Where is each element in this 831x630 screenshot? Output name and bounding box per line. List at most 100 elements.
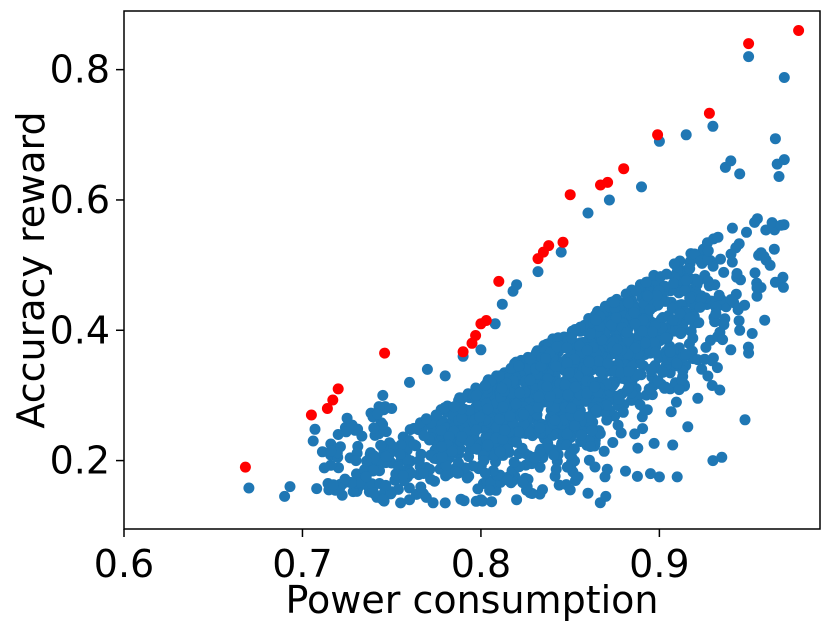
cloud-point <box>684 263 696 275</box>
cloud-point <box>413 455 425 466</box>
cloud-point <box>534 461 546 473</box>
cloud-point <box>561 357 573 369</box>
cloud-point <box>368 422 380 434</box>
cloud-point <box>695 292 707 304</box>
cloud-point <box>499 424 511 436</box>
cloud-point <box>590 404 602 416</box>
cloud-point <box>474 411 486 423</box>
x-axis-label: Power consumption <box>285 578 658 622</box>
cloud-point <box>243 482 255 494</box>
cloud-point <box>377 419 389 430</box>
cloud-point <box>529 452 541 464</box>
cloud-point <box>739 414 751 426</box>
cloud-point <box>715 253 726 265</box>
cloud-point <box>671 471 683 483</box>
cloud-point <box>510 398 522 410</box>
cloud-point <box>667 314 679 326</box>
cloud-point <box>613 393 625 405</box>
cloud-point <box>380 479 392 491</box>
cloud-point <box>347 486 359 498</box>
cloud-point <box>395 497 407 509</box>
cloud-point <box>532 401 544 413</box>
cloud-point <box>710 307 722 319</box>
cloud-point <box>617 406 629 418</box>
cloud-point <box>475 344 487 356</box>
cloud-point <box>486 496 498 508</box>
cloud-point <box>671 357 683 369</box>
cloud-point <box>651 290 663 301</box>
cloud-point <box>496 382 508 394</box>
cloud-point <box>653 471 665 483</box>
cloud-point <box>689 248 701 260</box>
cloud-point <box>670 396 682 408</box>
cloud-point <box>602 358 614 369</box>
frontier-point <box>602 176 614 188</box>
cloud-point <box>470 389 482 401</box>
cloud-point <box>751 282 763 294</box>
cloud-point <box>392 461 404 472</box>
cloud-point <box>589 381 601 393</box>
cloud-point <box>680 129 692 141</box>
cloud-point <box>629 318 641 330</box>
cloud-point <box>446 445 458 457</box>
cloud-point <box>284 481 296 493</box>
cloud-point <box>680 275 692 286</box>
cloud-point <box>645 468 656 480</box>
x-axis: 0.6 0.7 0.8 0.9 <box>94 529 690 586</box>
cloud-point <box>769 133 781 145</box>
cloud-point <box>368 487 380 499</box>
cloud-point <box>718 266 730 278</box>
cloud-point <box>629 428 641 440</box>
cloud-point <box>642 290 654 302</box>
cloud-point <box>743 51 755 63</box>
cloud-point <box>482 403 494 415</box>
cloud-point <box>612 419 624 431</box>
cloud-point <box>575 429 587 441</box>
cloud-point <box>777 271 789 283</box>
cloud-point <box>404 494 415 506</box>
cloud-point <box>568 443 580 455</box>
cloud-point <box>700 341 712 353</box>
cloud-point <box>694 301 706 313</box>
cloud-point <box>648 437 660 449</box>
cloud-point <box>746 328 758 339</box>
cloud-point <box>674 308 686 319</box>
cloud-point <box>657 366 669 378</box>
cloud-point <box>482 439 494 451</box>
cloud-point <box>456 412 468 424</box>
cloud-point <box>711 362 723 374</box>
cloud-point <box>524 374 536 386</box>
cloud-point <box>448 401 460 413</box>
cloud-point <box>501 474 513 486</box>
cloud-point <box>713 289 725 301</box>
cloud-point <box>768 243 780 255</box>
cloud-point <box>709 316 721 328</box>
frontier-point <box>793 25 805 36</box>
cloud-point <box>537 484 548 496</box>
frontier-point <box>543 240 555 252</box>
cloud-point <box>484 484 496 496</box>
cloud-point <box>702 253 713 265</box>
cloud-point <box>371 408 383 420</box>
frontier-point <box>557 236 569 248</box>
cloud-point <box>555 246 567 258</box>
cloud-point <box>595 366 607 378</box>
cloud-point <box>726 222 738 234</box>
cloud-point <box>652 375 664 387</box>
cloud-point <box>548 449 559 461</box>
cloud-point <box>692 276 704 288</box>
cloud-point <box>316 446 328 458</box>
cloud-point <box>773 171 785 182</box>
cloud-point <box>589 461 601 473</box>
cloud-point <box>584 441 596 452</box>
cloud-point <box>608 296 620 308</box>
cloud-point <box>717 334 729 346</box>
cloud-point <box>778 72 790 83</box>
cloud-point <box>593 355 605 367</box>
cloud-point <box>634 399 646 411</box>
cloud-point <box>590 314 602 326</box>
cloud-point <box>572 471 584 483</box>
plot-frame <box>123 10 821 530</box>
cloud-point <box>622 335 634 347</box>
y-tick-label: 0.6 <box>50 178 110 222</box>
